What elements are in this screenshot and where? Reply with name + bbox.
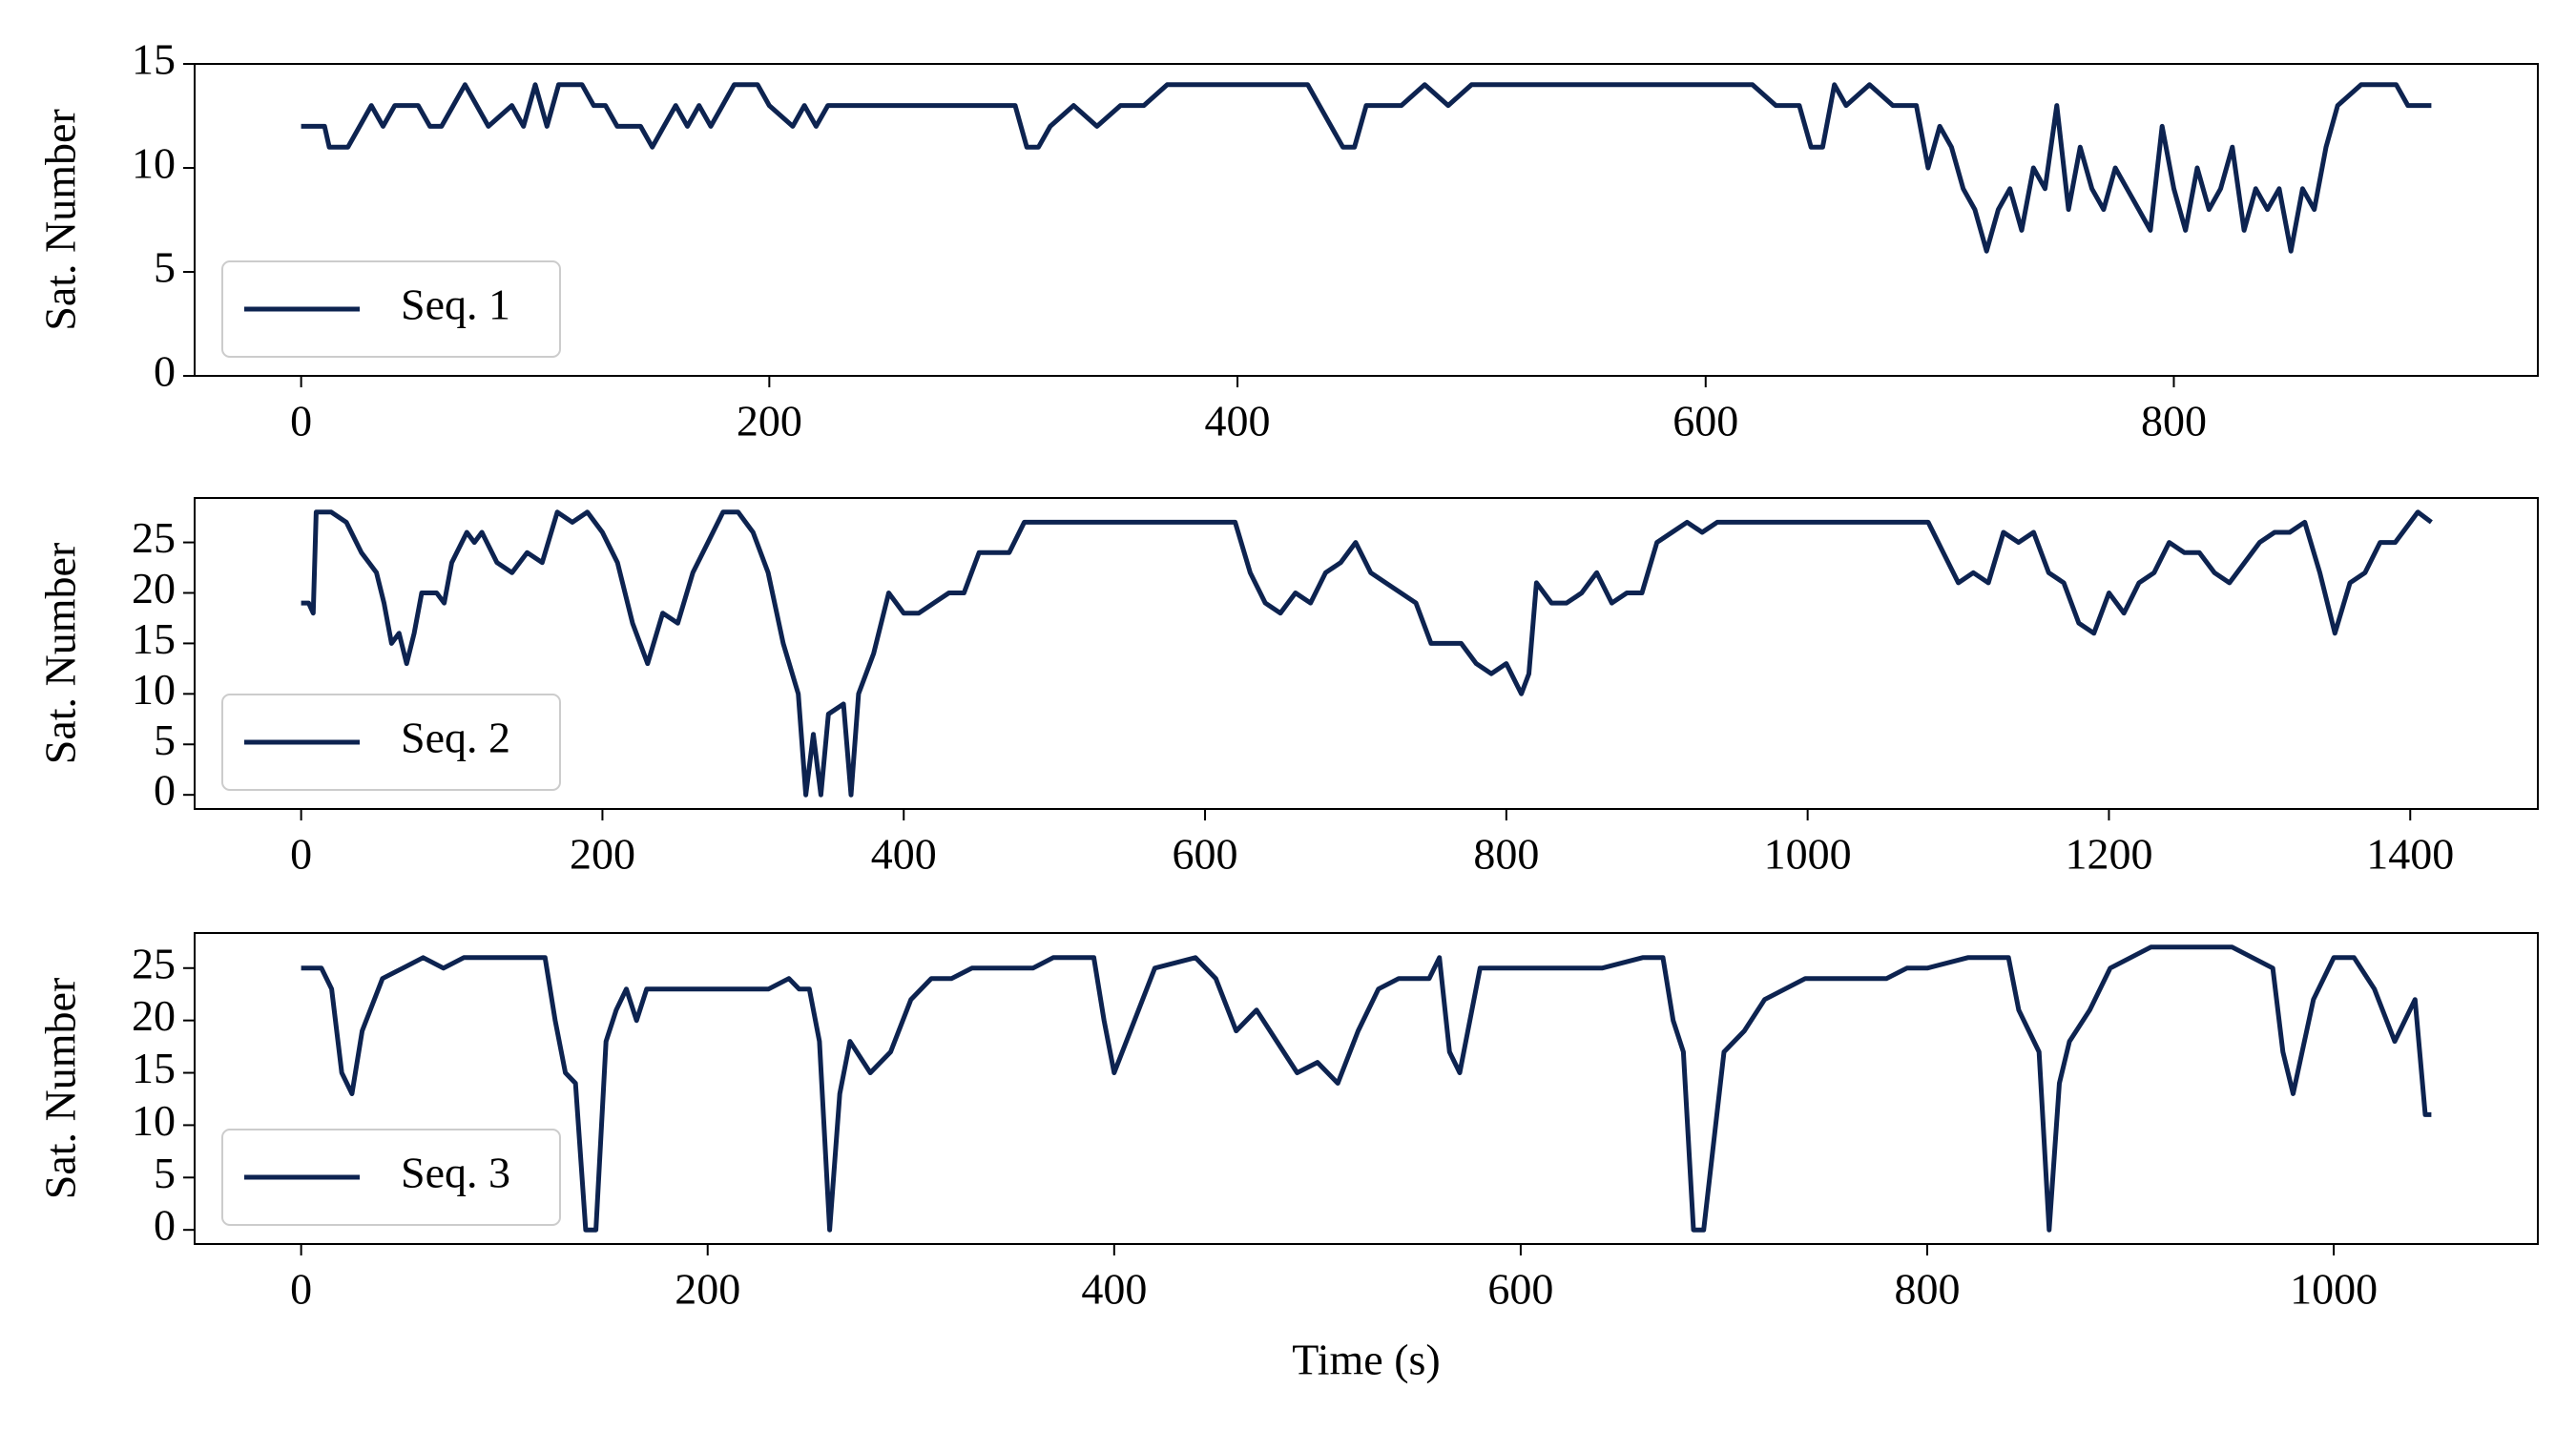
x-tick-label: 0 — [290, 1265, 312, 1314]
y-tick-label: 25 — [132, 939, 176, 987]
axes-frame — [194, 932, 2539, 1245]
legend-box — [221, 1129, 561, 1226]
x-tick-label: 600 — [1672, 397, 1738, 446]
x-tick-label: 600 — [1487, 1265, 1553, 1314]
x-tick-label: 400 — [871, 830, 937, 879]
x-tick-label: 600 — [1173, 830, 1238, 879]
y-tick-label: 20 — [132, 991, 176, 1040]
y-axis-label: Sat. Number — [36, 978, 85, 1200]
y-tick-label: 0 — [154, 1201, 176, 1250]
legend-box — [221, 260, 561, 358]
y-tick-label: 10 — [132, 139, 176, 188]
x-tick-label: 400 — [1081, 1265, 1147, 1314]
legend: Seq. 3 — [221, 1129, 561, 1226]
x-tick-label: 200 — [570, 830, 635, 879]
y-tick-label: 0 — [154, 347, 176, 396]
y-tick-label: 15 — [132, 614, 176, 663]
y-tick-label: 5 — [154, 716, 176, 764]
series-line — [301, 944, 2432, 1233]
y-axis-label: Sat. Number — [36, 543, 85, 765]
x-tick-label: 1000 — [2290, 1265, 2378, 1314]
x-tick-label: 800 — [1473, 830, 1539, 879]
y-tick-label: 20 — [132, 564, 176, 612]
x-tick-label: 200 — [737, 397, 802, 446]
legend-label: Seq. 3 — [401, 1149, 510, 1197]
y-tick-label: 15 — [132, 1044, 176, 1092]
x-tick-label: 1400 — [2366, 830, 2454, 879]
y-axis-label: Sat. Number — [36, 109, 85, 331]
axes-frame — [194, 63, 2539, 377]
legend-box — [221, 694, 561, 791]
axes-frame — [194, 497, 2539, 810]
subplot: 0 200 400 600 800 1000 1200 14000510152025Sat. … — [36, 497, 2539, 879]
legend-label: Seq. 2 — [401, 714, 510, 762]
x-tick-label: 800 — [2141, 397, 2207, 446]
y-tick-label: 25 — [132, 513, 176, 562]
y-tick-label: 10 — [132, 665, 176, 714]
x-tick-label: 0 — [290, 397, 312, 446]
legend: Seq. 2 — [221, 694, 561, 791]
y-tick-label: 5 — [154, 1149, 176, 1197]
y-tick-label: 15 — [132, 35, 176, 84]
subplot: 0 200 400 600 800 0 5 10 15 Sat. Number Seq. 1 — [36, 35, 2539, 446]
x-tick-label: 1200 — [2065, 830, 2152, 879]
series-line — [301, 509, 2433, 798]
x-axis-label: Time (s) — [1292, 1336, 1441, 1384]
x-tick-label: 1000 — [1764, 830, 1852, 879]
legend-label: Seq. 1 — [401, 280, 510, 329]
y-tick-label: 10 — [132, 1096, 176, 1145]
x-tick-label: 200 — [675, 1265, 740, 1314]
x-tick-label: 400 — [1205, 397, 1271, 446]
legend: Seq. 1 — [221, 260, 561, 358]
series-line — [301, 82, 2432, 254]
x-tick-label: 0 — [290, 830, 312, 879]
x-tick-label: 800 — [1895, 1265, 1961, 1314]
y-tick-label: 0 — [154, 766, 176, 815]
y-tick-label: 5 — [154, 243, 176, 292]
